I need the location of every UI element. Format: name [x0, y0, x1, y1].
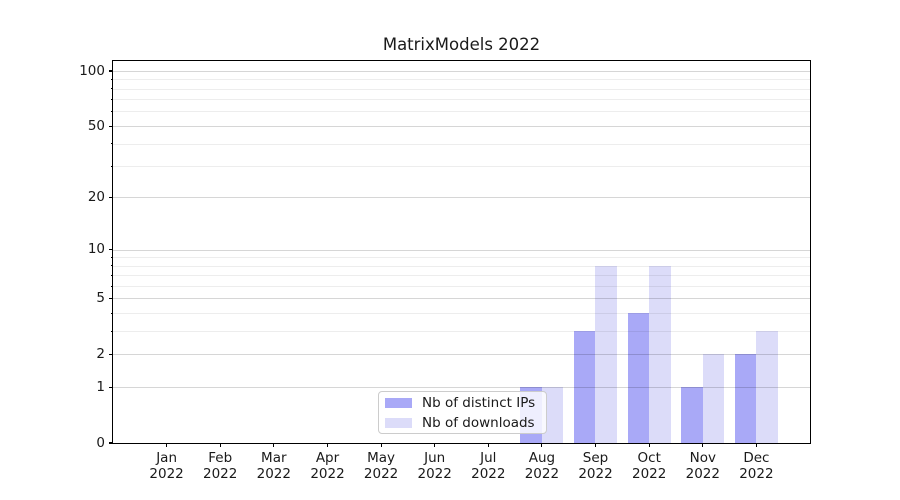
x-tick-mark — [594, 443, 597, 447]
gridline-minor — [112, 313, 810, 315]
gridline-minor — [112, 88, 810, 90]
y-tick-mark — [109, 386, 113, 388]
y-minor-tick-mark — [110, 98, 113, 100]
bar-distinct-ips — [734, 354, 757, 443]
x-tick-mark — [702, 443, 704, 447]
legend-item-distinct-ips: Nb of distinct IPs — [385, 394, 540, 411]
x-axis-tick-label: May 2022 — [363, 450, 399, 482]
legend: Nb of distinct IPs Nb of downloads — [378, 391, 547, 434]
y-tick-mark — [109, 249, 113, 251]
x-tick-mark — [434, 443, 436, 447]
gridline-minor — [112, 275, 810, 277]
x-tick-mark — [487, 443, 489, 447]
legend-label-distinct-ips: Nb of distinct IPs — [422, 394, 536, 411]
legend-label-downloads: Nb of downloads — [422, 414, 535, 431]
y-axis-tick-label: 50 — [87, 117, 105, 134]
gridline-minor — [112, 257, 810, 259]
x-tick-mark — [219, 443, 221, 447]
x-tick-mark — [380, 443, 382, 447]
gridline-major — [112, 70, 810, 72]
y-axis-tick-label: 100 — [79, 62, 105, 79]
bar-distinct-ips — [627, 313, 649, 443]
y-minor-tick-mark — [110, 256, 113, 258]
y-axis-tick-label: 5 — [96, 290, 105, 307]
bar-downloads — [702, 354, 725, 443]
y-minor-tick-mark — [110, 165, 113, 167]
y-axis-tick-label: 10 — [87, 241, 105, 258]
bar-downloads — [756, 331, 778, 443]
x-axis-tick-label: Feb 2022 — [203, 450, 238, 482]
plot-area — [111, 59, 811, 444]
x-tick-mark — [648, 443, 650, 447]
x-tick-mark — [755, 443, 757, 447]
bar-distinct-ips — [681, 386, 703, 443]
x-axis-tick-label: Jan 2022 — [149, 450, 184, 482]
x-tick-mark — [541, 443, 543, 447]
gridline-major — [112, 354, 810, 356]
x-axis-tick-label: Apr 2022 — [310, 450, 345, 482]
bar-downloads — [649, 265, 671, 443]
x-axis-tick-label: Jun 2022 — [417, 450, 452, 482]
gridline-minor — [112, 286, 810, 287]
legend-swatch-distinct-ips — [385, 397, 412, 408]
bar-downloads — [541, 386, 564, 443]
y-tick-mark — [109, 125, 113, 127]
x-axis-tick-label: Dec 2022 — [739, 450, 774, 482]
y-axis-tick-label: 2 — [96, 345, 105, 362]
gridline-minor — [112, 265, 810, 267]
y-minor-tick-mark — [110, 143, 113, 145]
gridline-minor — [112, 331, 810, 333]
gridline-major — [112, 197, 810, 199]
y-axis-tick-label: 0 — [96, 434, 105, 451]
gridline-major — [112, 125, 810, 127]
x-axis-tick-label: Mar 2022 — [256, 450, 291, 482]
x-tick-mark — [166, 443, 168, 447]
gridline-minor — [112, 143, 810, 145]
x-axis-tick-label: Oct 2022 — [632, 450, 667, 482]
y-axis-tick-label: 1 — [96, 378, 105, 395]
x-axis-tick-label: Sep 2022 — [578, 450, 613, 482]
y-minor-tick-mark — [110, 274, 113, 276]
x-axis-tick-label: Nov 2022 — [685, 450, 720, 482]
x-tick-mark — [326, 443, 329, 447]
x-axis-tick-label: Jul 2022 — [471, 450, 506, 482]
gridline-major — [112, 249, 810, 251]
bar-downloads — [595, 265, 617, 443]
y-minor-tick-mark — [110, 78, 113, 80]
y-tick-mark — [109, 298, 113, 300]
y-axis-tick-label: 20 — [87, 189, 105, 206]
x-tick-mark — [273, 443, 275, 447]
legend-item-downloads: Nb of downloads — [385, 414, 540, 431]
y-minor-tick-mark — [110, 285, 113, 287]
gridline-minor — [112, 99, 810, 101]
chart-title: MatrixModels 2022 — [382, 35, 541, 54]
y-minor-tick-mark — [110, 330, 113, 332]
x-axis-tick-label: Aug 2022 — [524, 450, 560, 482]
y-tick-mark — [109, 353, 113, 355]
y-minor-tick-mark — [110, 265, 113, 267]
bar-distinct-ips — [573, 331, 596, 443]
gridline-minor — [112, 166, 810, 167]
y-tick-mark — [109, 442, 113, 444]
y-tick-mark — [109, 197, 113, 199]
y-minor-tick-mark — [110, 111, 113, 113]
gridline-minor — [112, 111, 810, 113]
legend-swatch-downloads — [385, 417, 412, 428]
gridline-minor — [112, 79, 810, 81]
gridline-major — [112, 298, 810, 300]
y-tick-mark — [109, 70, 113, 72]
y-minor-tick-mark — [110, 312, 113, 314]
y-minor-tick-mark — [110, 88, 113, 90]
gridline-major — [112, 386, 810, 388]
